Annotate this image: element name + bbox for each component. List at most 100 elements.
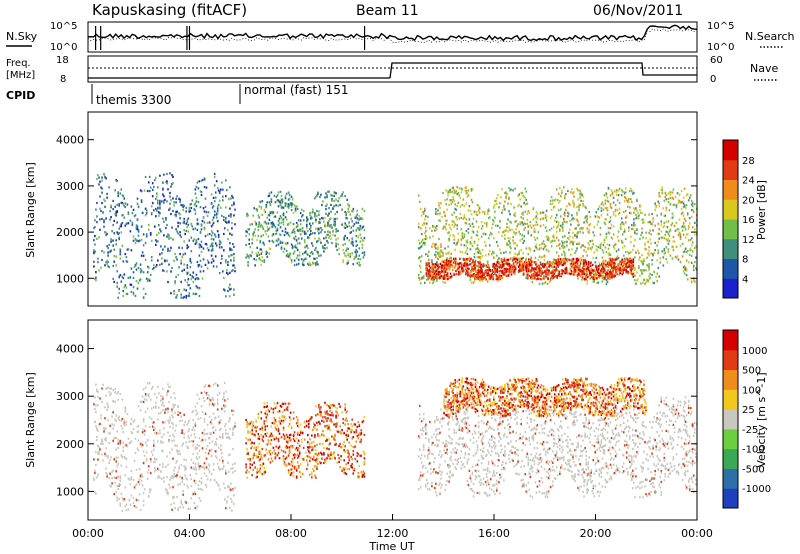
echo-cell xyxy=(262,234,265,237)
echo-cell xyxy=(234,223,236,226)
echo-cell xyxy=(551,269,554,272)
echo-cell xyxy=(336,217,338,220)
echo-cell xyxy=(612,245,615,248)
echo-cell xyxy=(450,259,453,262)
echo-cell xyxy=(470,257,472,260)
echo-cell xyxy=(493,256,495,259)
echo-cell xyxy=(523,261,526,264)
echo-cell xyxy=(595,256,598,259)
echo-cell xyxy=(159,203,161,206)
echo-cell xyxy=(526,265,528,268)
echo-cell xyxy=(181,429,183,432)
echo-cell xyxy=(292,252,295,255)
echo-cell xyxy=(456,186,458,189)
echo-cell xyxy=(572,231,574,234)
echo-cell xyxy=(667,197,670,201)
echo-cell xyxy=(150,239,153,242)
echo-cell xyxy=(132,428,135,431)
echo-cell xyxy=(512,267,515,271)
echo-cell xyxy=(582,244,584,247)
echo-cell xyxy=(97,395,99,398)
echo-cell xyxy=(154,467,156,470)
echo-cell xyxy=(284,195,287,198)
echo-cell xyxy=(438,255,440,258)
echo-cell xyxy=(532,277,534,280)
echo-cell xyxy=(538,274,540,277)
echo-cell xyxy=(487,208,490,211)
echo-cell xyxy=(211,231,214,234)
echo-cell xyxy=(677,234,680,237)
echo-cell xyxy=(494,199,496,202)
echo-cell xyxy=(282,220,285,223)
echo-cell xyxy=(194,209,197,212)
echo-cell xyxy=(476,265,479,268)
echo-cell xyxy=(119,439,122,442)
echo-cell xyxy=(477,204,480,207)
echo-cell xyxy=(148,190,151,193)
echo-cell xyxy=(157,476,159,479)
echo-cell xyxy=(148,175,151,178)
echo-cell xyxy=(647,240,649,243)
echo-cell xyxy=(173,405,175,408)
echo-cell xyxy=(557,265,559,268)
echo-cell xyxy=(521,221,523,224)
echo-cell xyxy=(432,242,434,245)
echo-cell xyxy=(514,268,517,271)
echo-cell xyxy=(352,263,355,266)
echo-cell xyxy=(348,239,350,242)
echo-cell xyxy=(514,187,516,190)
echo-cell xyxy=(677,199,680,202)
echo-cell xyxy=(470,281,473,284)
echo-cell xyxy=(470,189,473,192)
echo-cell xyxy=(453,235,455,238)
echo-cell xyxy=(573,270,576,273)
echo-cell xyxy=(563,186,565,189)
echo-cell xyxy=(502,263,505,266)
echo-cell xyxy=(267,195,270,198)
echo-cell xyxy=(139,508,142,512)
echo-cell xyxy=(176,195,178,198)
echo-cell xyxy=(661,236,664,239)
echo-cell xyxy=(325,236,327,239)
echo-cell xyxy=(94,407,96,411)
echo-cell xyxy=(521,262,524,265)
echo-cell xyxy=(443,277,446,280)
echo-cell xyxy=(175,275,177,279)
echo-cell xyxy=(609,219,612,222)
echo-cell xyxy=(97,404,99,407)
echo-cell xyxy=(295,247,298,250)
echo-cell xyxy=(301,263,304,266)
echo-cell xyxy=(142,244,145,247)
echo-cell xyxy=(182,204,184,207)
echo-cell xyxy=(233,201,235,204)
echo-cell xyxy=(296,249,299,252)
echo-cell xyxy=(569,219,571,222)
echo-cell xyxy=(478,256,481,259)
echo-cell xyxy=(600,242,603,245)
echo-cell xyxy=(231,222,233,225)
echo-cell xyxy=(307,236,309,239)
echo-cell xyxy=(257,234,260,237)
echo-cell xyxy=(108,266,110,269)
echo-cell xyxy=(496,275,499,278)
echo-cell xyxy=(447,262,450,265)
echo-cell xyxy=(147,223,150,227)
echo-cell xyxy=(651,263,653,266)
echo-cell xyxy=(95,463,97,467)
echo-cell xyxy=(513,265,516,268)
echo-cell xyxy=(231,254,233,257)
echo-cell xyxy=(173,502,175,505)
echo-cell xyxy=(96,201,98,205)
echo-cell xyxy=(662,264,665,267)
echo-cell xyxy=(284,202,287,205)
echo-cell xyxy=(508,267,511,270)
echo-cell xyxy=(328,212,330,215)
echo-cell xyxy=(94,396,96,399)
echo-cell xyxy=(614,214,617,217)
echo-cell xyxy=(680,226,683,229)
echo-cell xyxy=(101,187,103,190)
echo-cell xyxy=(256,209,258,212)
echo-cell xyxy=(296,254,299,257)
echo-cell xyxy=(443,273,446,276)
echo-cell xyxy=(605,275,607,278)
